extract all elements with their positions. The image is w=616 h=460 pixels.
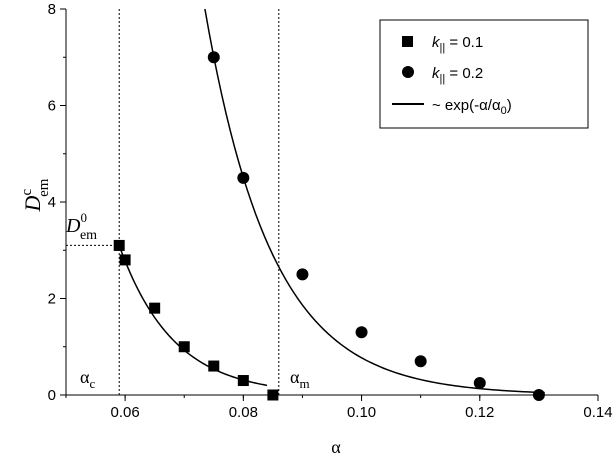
legend-entry-fit: ~ exp(-α/α0) [432,97,512,117]
data-point-circle [237,171,250,184]
data-point-circle [355,326,368,339]
fit-curve-1 [118,245,268,387]
x-tick-label: 0.08 [229,404,258,421]
legend: k|| = 0.1 k|| = 0.2 ~ exp(-α/α0) [379,19,589,129]
data-point-square [113,239,125,251]
data-point-square [237,375,249,387]
y-tick-label: 2 [48,291,56,308]
data-point-square [149,302,161,314]
x-tick-label: 0.14 [583,404,612,421]
y-tick-label: 4 [48,194,56,211]
y-tick-label: 8 [48,1,56,18]
x-tick-label: 0.12 [465,404,494,421]
fit-curve-2 [204,8,545,394]
x-tick-label: 0.10 [347,404,376,421]
data-point-square [119,254,131,266]
legend-marker-square [402,36,413,47]
ticks: 0.06 0.08 0.10 0.12 0.14 0 2 4 6 8 [48,1,613,421]
legend-box [379,19,589,129]
annotation-d-em-0: D0 em [65,210,97,243]
annotation-alpha-m: αm [290,367,310,391]
dashed-reference-lines [66,9,280,395]
data-point-circle [296,268,309,281]
data-point-square [208,360,220,372]
data-point-circle [207,51,220,64]
data-points [113,51,545,401]
x-axis-label: α [331,437,341,457]
legend-entry-k01: k|| = 0.1 [432,34,483,54]
y-axis-label: Dcem [19,178,52,212]
y-tick-label: 6 [48,98,56,115]
legend-entry-k02: k|| = 0.2 [432,65,483,85]
data-point-circle [414,355,427,368]
annotation-alpha-c: αc [80,367,95,391]
y-tick-label: 0 [48,387,56,404]
data-point-circle [473,376,486,389]
data-point-square [178,341,190,353]
x-tick-label: 0.06 [111,404,140,421]
legend-marker-circle [402,66,414,78]
